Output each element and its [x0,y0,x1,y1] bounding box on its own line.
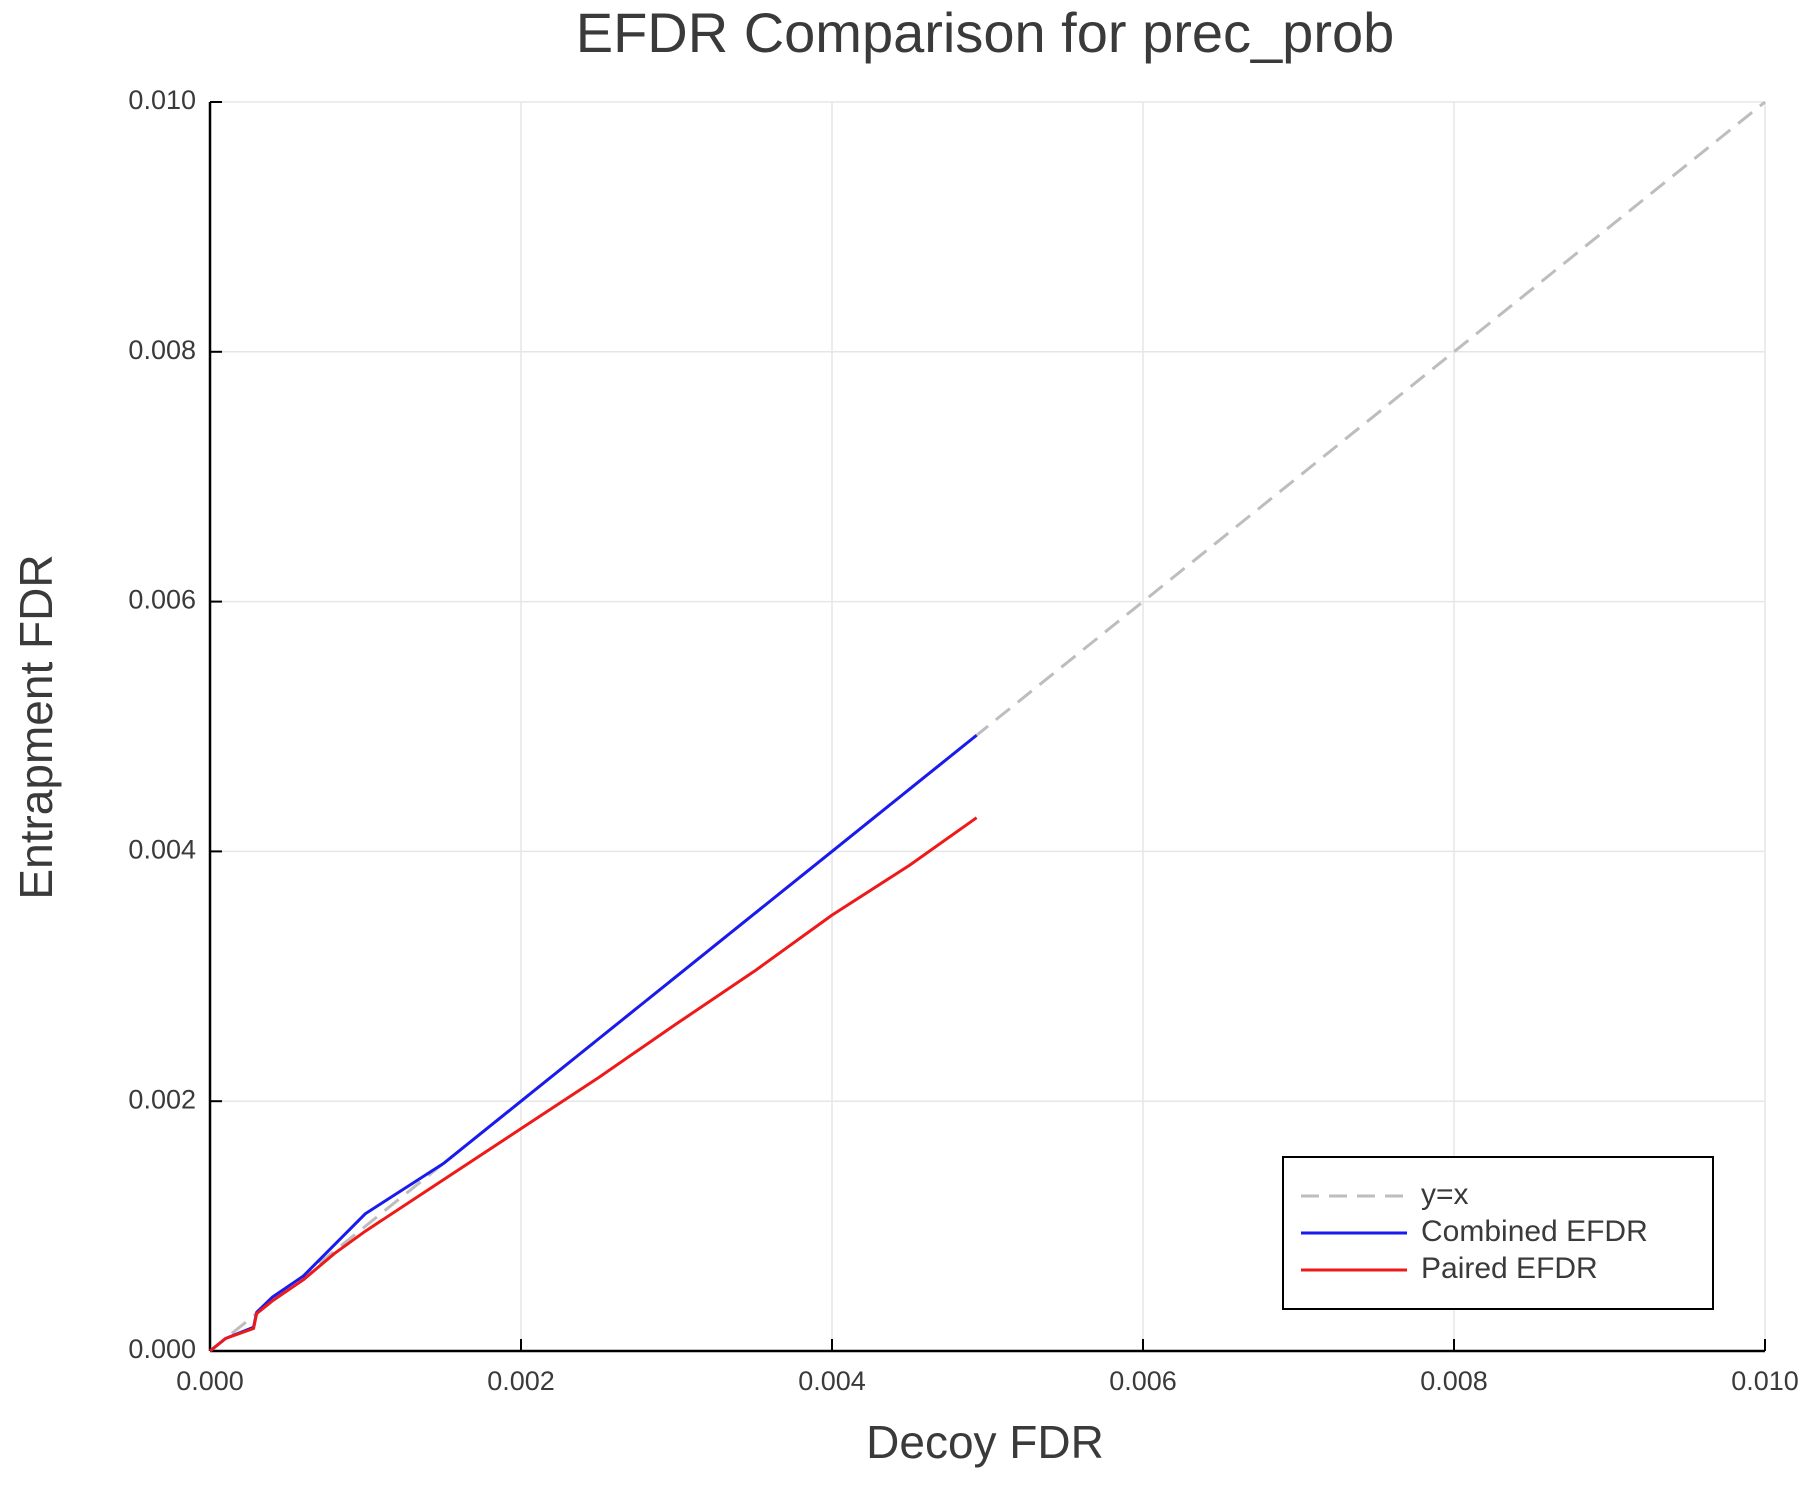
series-line [209,816,978,1353]
legend-label: y=x [1421,1178,1469,1211]
y-axis-label: Entrapment FDR [10,554,62,899]
y-tick-label: 0.008 [128,335,196,365]
legend-label: Combined EFDR [1421,1215,1648,1248]
legend: y=x Combined EFDR Paired EFDR [1282,1156,1714,1310]
x-tick-label: 0.004 [798,1366,866,1396]
chart-title: EFDR Comparison for prec_prob [576,1,1395,64]
y-tick-label: 0.006 [128,585,196,615]
x-tick-label: 0.006 [1109,1366,1177,1396]
x-tick-label: 0.008 [1420,1366,1488,1396]
y-tick-label: 0.002 [128,1084,196,1114]
y-tick-label: 0.000 [128,1334,196,1364]
x-tick-label: 0.010 [1731,1366,1799,1396]
x-tick-label: 0.002 [487,1366,555,1396]
y-tick-label: 0.004 [128,835,196,865]
legend-label: Paired EFDR [1421,1252,1598,1285]
x-axis-label: Decoy FDR [866,1416,1104,1468]
series-line [209,100,1766,1353]
x-tick-label: 0.000 [176,1366,244,1396]
y-tick-label: 0.010 [128,85,196,115]
